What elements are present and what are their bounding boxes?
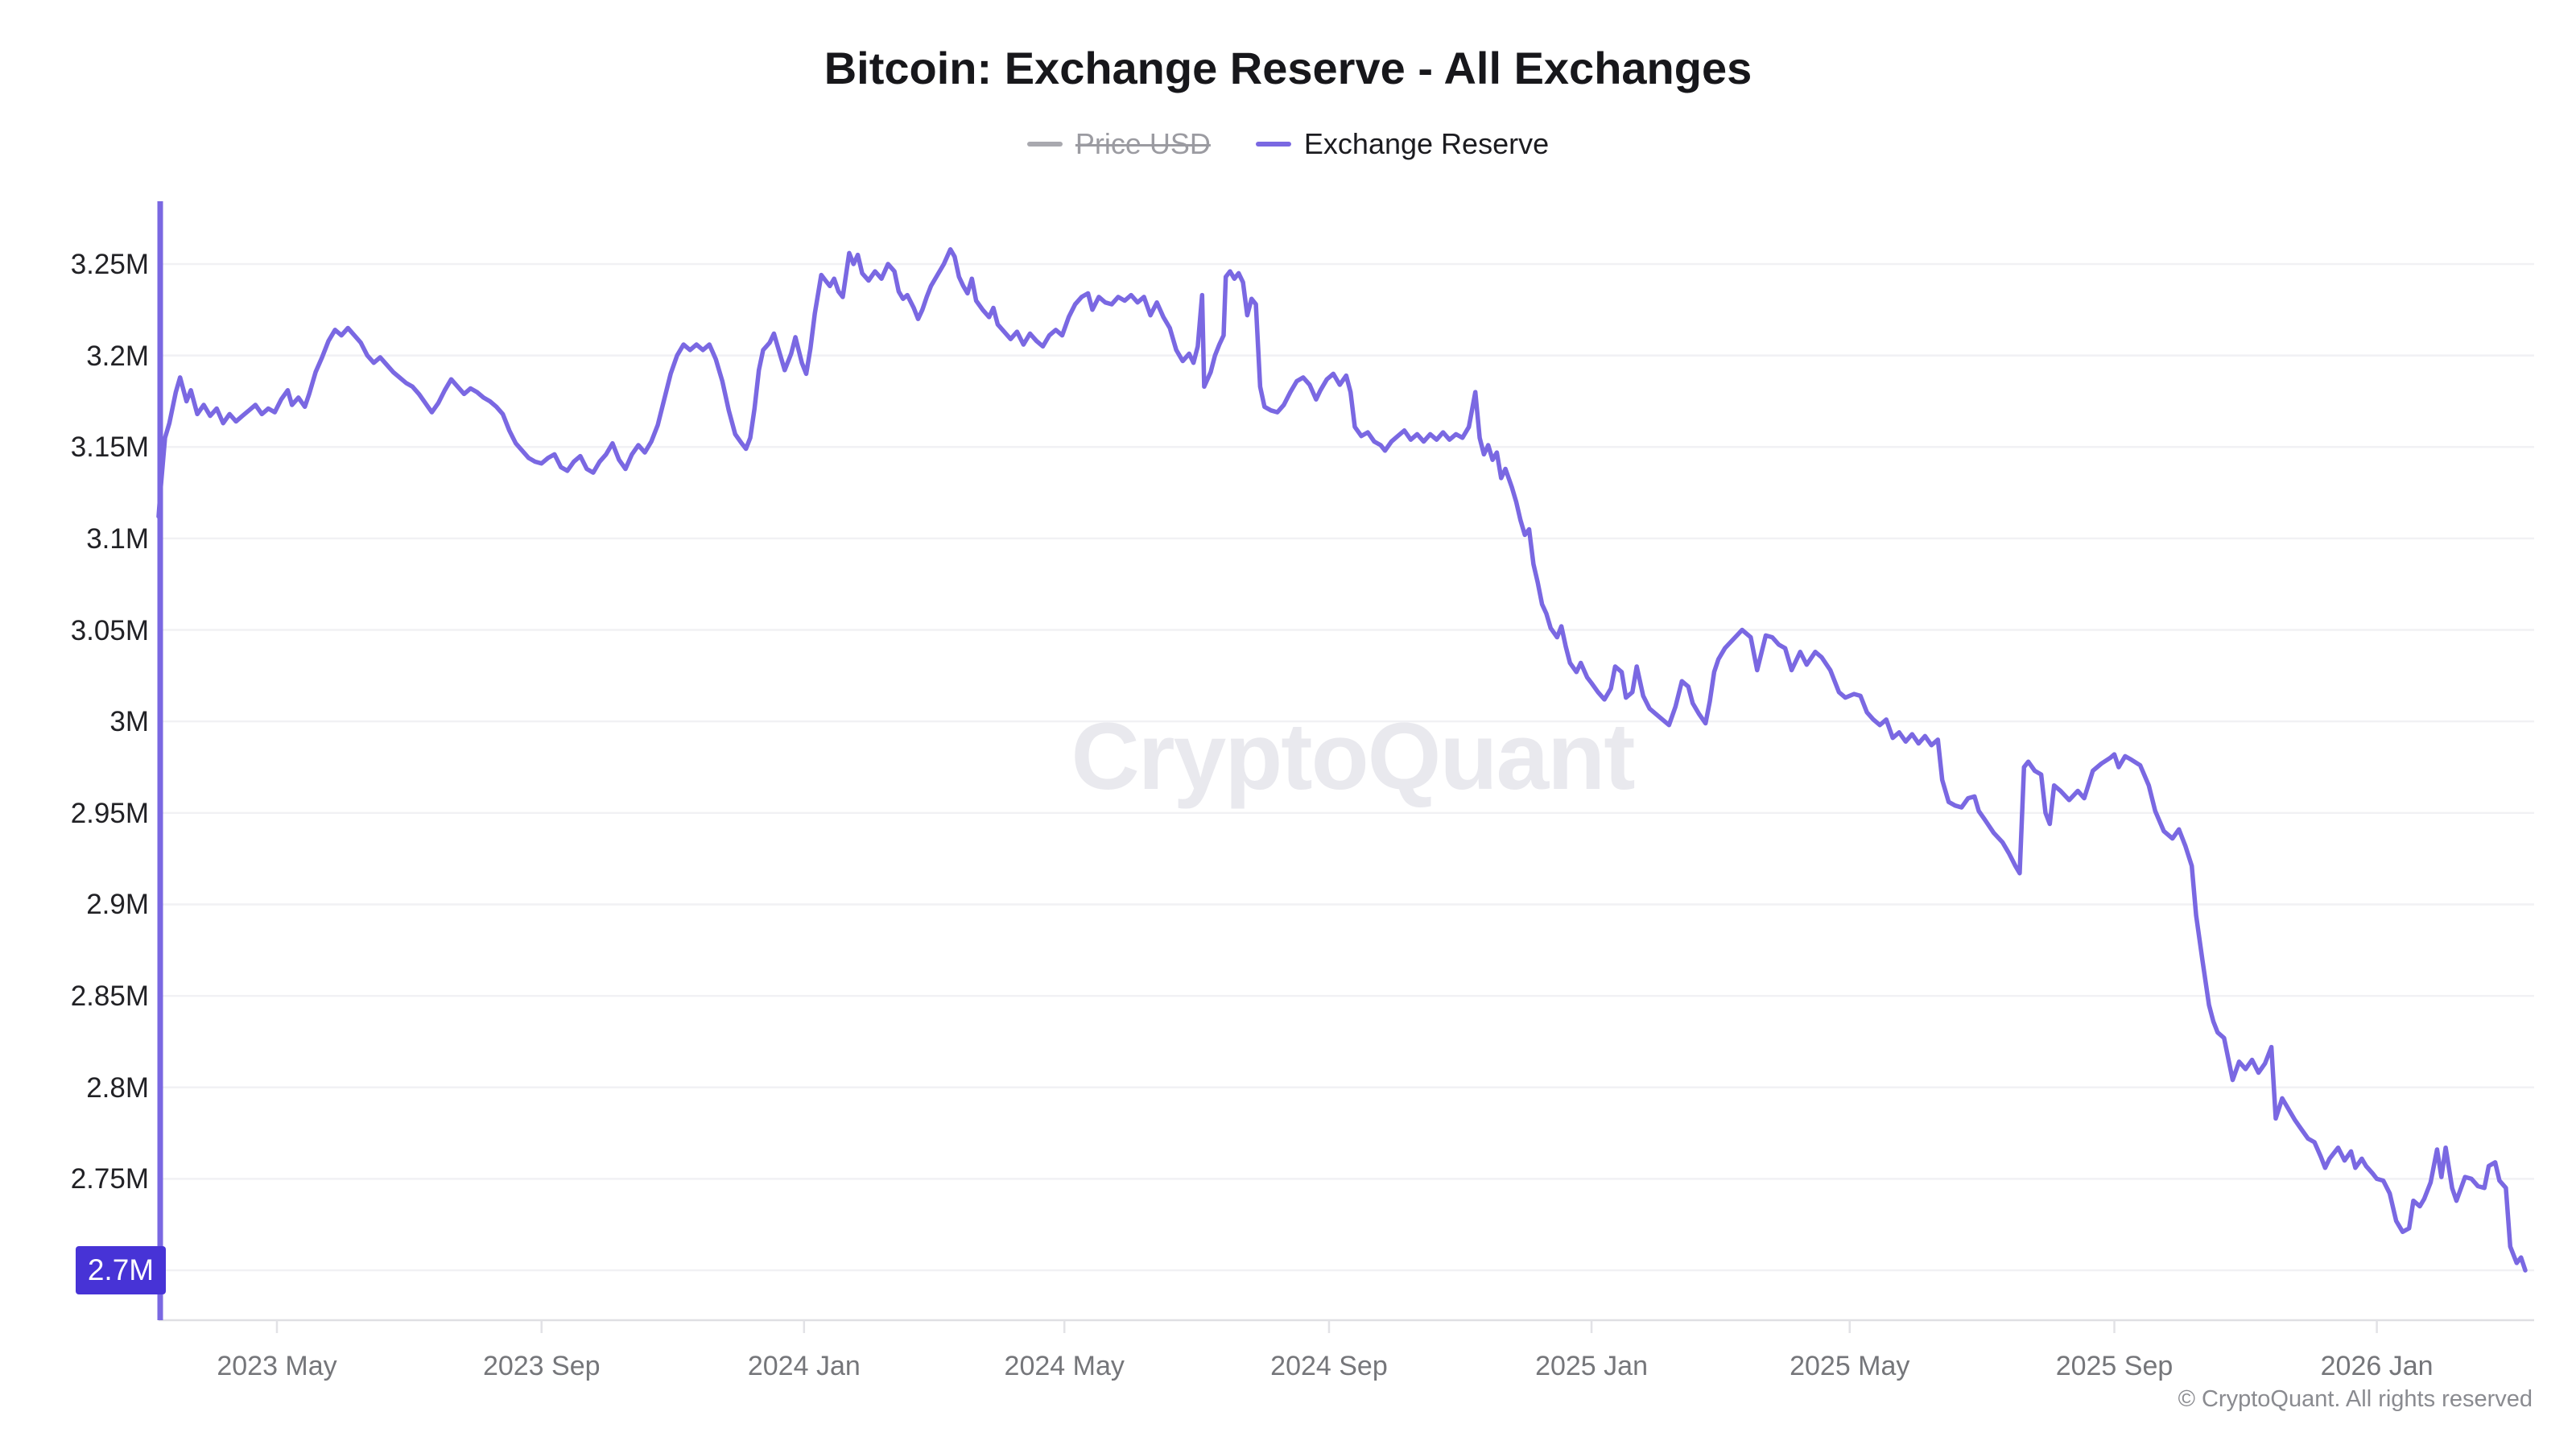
chart-legend: Price USD Exchange Reserve [0,127,2576,161]
y-tick-label: 3.1M [86,522,149,555]
y-tick-label: 2.75M [70,1163,149,1195]
y-tick-label: 3M [109,706,149,738]
y-tick-label: 3.15M [70,431,149,464]
y-tick-label: 2.85M [70,980,149,1013]
copyright-footer: © CryptoQuant. All rights reserved [2178,1386,2533,1412]
y-tick-label: 2.95M [70,797,149,829]
exchange-reserve-dash-icon [1255,142,1291,147]
x-tick-label: 2024 Sep [1270,1351,1388,1381]
x-tick-label: 2025 May [1790,1351,1910,1381]
gridlines [160,262,2534,1272]
x-tick-label: 2024 Jan [747,1351,861,1381]
last-value-badge: 2.7M [76,1246,166,1294]
x-tick-label: 2025 Sep [2055,1351,2174,1381]
legend-item-exchange-reserve[interactable]: Exchange Reserve [1255,127,1550,161]
y-tick-label: 3.25M [70,249,149,280]
y-tick-label: 3.05M [70,614,149,646]
exchange-reserve-line [156,247,2528,1273]
chart-title: Bitcoin: Exchange Reserve - All Exchange… [824,43,1752,93]
x-axis [159,1319,2534,1333]
x-tick-label: 2026 Jan [2320,1351,2434,1381]
y-tick-label: 3.2M [86,340,149,372]
price-usd-dash-icon [1026,142,1063,147]
y-tick-label: 2.8M [86,1071,149,1104]
x-tick-label: 2025 Jan [1535,1351,1648,1381]
x-tick-label: 2023 Sep [482,1351,601,1381]
x-tick-label: 2023 May [217,1351,337,1381]
y-tick-label: 2.9M [86,889,149,921]
legend-label-price-usd: Price USD [1075,127,1211,160]
x-tick-label: 2024 May [1004,1351,1125,1381]
legend-item-price-usd[interactable]: Price USD [1026,127,1211,161]
legend-label-exchange-reserve: Exchange Reserve [1303,127,1550,160]
